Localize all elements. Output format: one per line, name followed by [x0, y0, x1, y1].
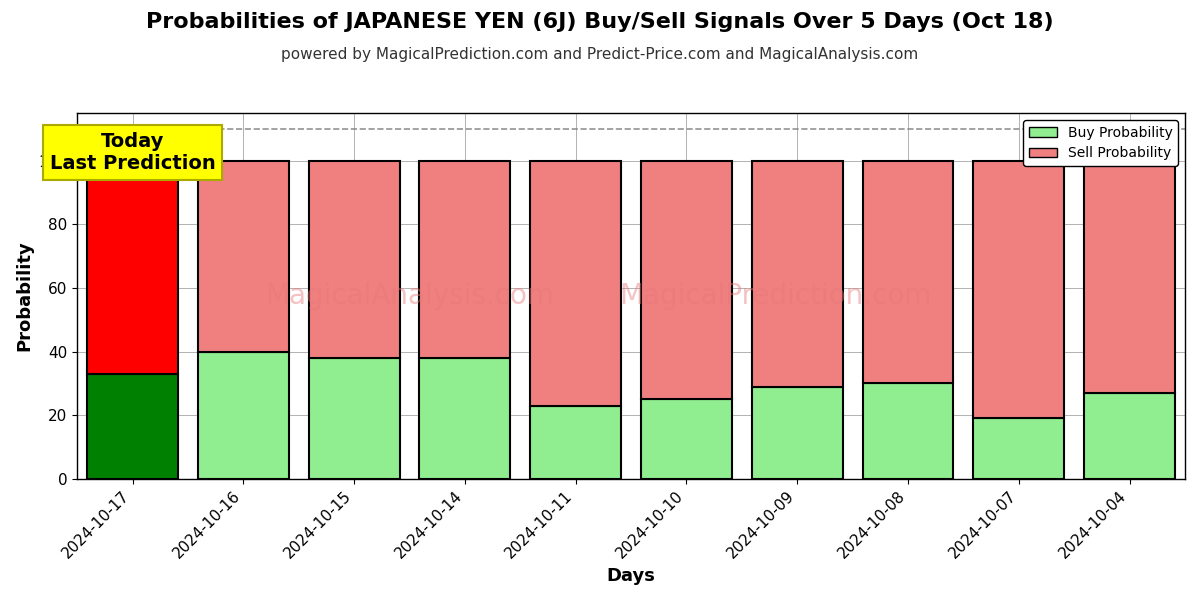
Text: powered by MagicalPrediction.com and Predict-Price.com and MagicalAnalysis.com: powered by MagicalPrediction.com and Pre…: [281, 46, 919, 61]
Bar: [1084, 161, 1175, 393]
Bar: [863, 161, 954, 383]
Bar: [973, 161, 1064, 418]
Bar: [641, 399, 732, 479]
Text: Today
Last Prediction: Today Last Prediction: [49, 132, 216, 173]
Bar: [198, 352, 289, 479]
X-axis label: Days: Days: [607, 567, 655, 585]
Bar: [530, 406, 622, 479]
Bar: [530, 161, 622, 406]
Legend: Buy Probability, Sell Probability: Buy Probability, Sell Probability: [1024, 120, 1178, 166]
Text: MagicalPrediction.com: MagicalPrediction.com: [619, 282, 931, 310]
Bar: [752, 161, 842, 386]
Bar: [420, 161, 510, 358]
Bar: [198, 161, 289, 352]
Bar: [308, 161, 400, 358]
Bar: [973, 418, 1064, 479]
Bar: [752, 386, 842, 479]
Bar: [641, 161, 732, 399]
Y-axis label: Probability: Probability: [14, 241, 32, 351]
Bar: [308, 358, 400, 479]
Bar: [88, 161, 178, 374]
Bar: [420, 358, 510, 479]
Bar: [88, 374, 178, 479]
Bar: [863, 383, 954, 479]
Text: MagicalAnalysis.com: MagicalAnalysis.com: [265, 282, 554, 310]
Bar: [1084, 393, 1175, 479]
Text: Probabilities of JAPANESE YEN (6J) Buy/Sell Signals Over 5 Days (Oct 18): Probabilities of JAPANESE YEN (6J) Buy/S…: [146, 12, 1054, 32]
